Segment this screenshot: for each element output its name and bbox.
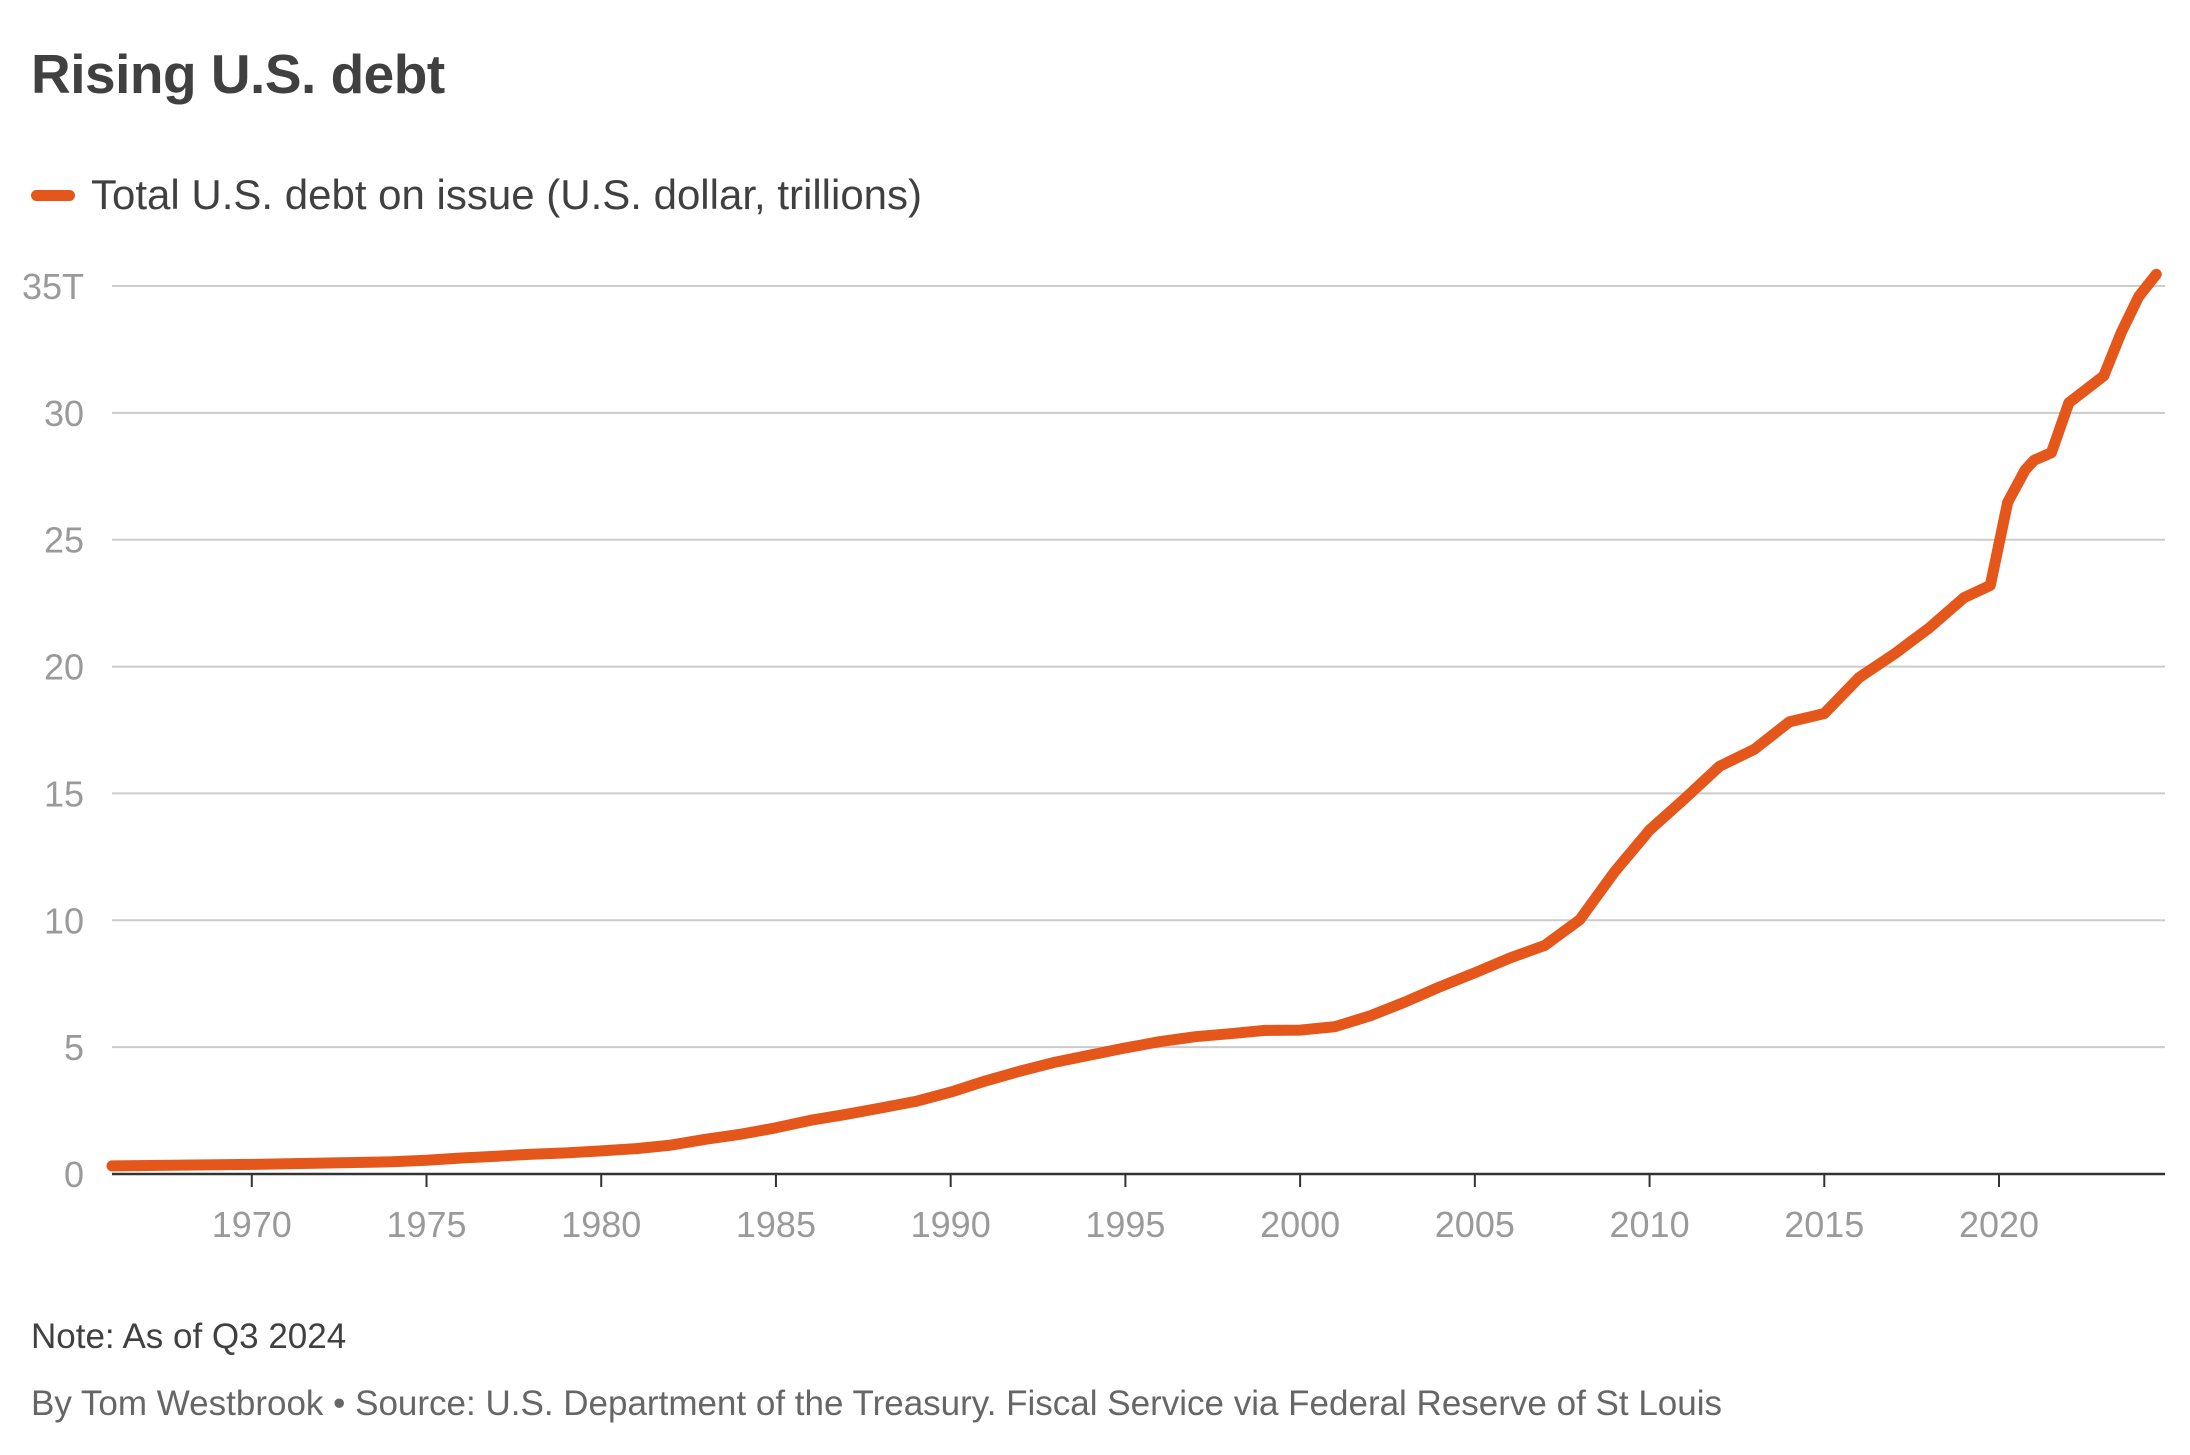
- data-point: [601, 1150, 602, 1151]
- x-tick-label: 1995: [1085, 1204, 1165, 1245]
- data-point: [461, 1158, 462, 1159]
- data-point: [1649, 829, 1650, 830]
- data-point: [2025, 469, 2026, 470]
- data-point: [1754, 749, 1755, 750]
- y-tick-label: 30: [44, 393, 84, 434]
- x-tick-label: 2015: [1784, 1204, 1864, 1245]
- x-tick-label: 2020: [1959, 1204, 2039, 1245]
- note: Note: As of Q3 2024: [31, 1317, 347, 1356]
- data-point: [1090, 1055, 1091, 1056]
- data-point: [1265, 1030, 1266, 1031]
- data-point: [1719, 766, 1720, 767]
- data-point: [2121, 332, 2122, 333]
- y-tick-label: 0: [64, 1154, 84, 1195]
- data-point: [1990, 585, 1991, 586]
- data-point: [1474, 972, 1475, 973]
- data-point: [775, 1127, 776, 1128]
- x-tick-label: 1985: [736, 1204, 816, 1245]
- legend: Total U.S. debt on issue (U.S. dollar, t…: [31, 170, 922, 220]
- data-point: [1300, 1030, 1301, 1031]
- data-point: [321, 1163, 322, 1164]
- y-tick-label: 5: [64, 1027, 84, 1068]
- data-point: [671, 1145, 672, 1146]
- data-point: [915, 1101, 916, 1102]
- data-point: [845, 1114, 846, 1115]
- data-point: [2051, 452, 2052, 453]
- data-point: [2086, 389, 2087, 390]
- data-point: [1055, 1062, 1056, 1063]
- data-point: [531, 1154, 532, 1155]
- x-tick-label: 2010: [1610, 1204, 1690, 1245]
- data-point: [1614, 871, 1615, 872]
- data-point: [181, 1165, 182, 1166]
- data-point: [810, 1120, 811, 1121]
- x-tick-label: 1970: [212, 1204, 292, 1245]
- data-point: [1020, 1070, 1021, 1071]
- data-point: [251, 1164, 252, 1165]
- data-point: [2007, 502, 2008, 503]
- x-tick-label: 1975: [386, 1204, 466, 1245]
- data-point: [112, 1165, 113, 1166]
- y-tick-label: 20: [44, 647, 84, 688]
- data-point: [1544, 945, 1545, 946]
- data-point: [1370, 1015, 1371, 1016]
- data-point: [1824, 713, 1825, 714]
- data-point: [496, 1156, 497, 1157]
- y-tick-label: 10: [44, 900, 84, 941]
- data-point: [1404, 1001, 1405, 1002]
- data-point: [741, 1134, 742, 1135]
- legend-label: Total U.S. debt on issue (U.S. dollar, t…: [91, 171, 923, 218]
- data-point: [706, 1139, 707, 1140]
- data-point: [1195, 1036, 1196, 1037]
- data-point: [426, 1160, 427, 1161]
- data-point: [636, 1148, 637, 1149]
- data-point: [1964, 597, 1965, 598]
- data-point: [950, 1092, 951, 1093]
- data-point: [1929, 628, 1930, 629]
- data-point: [1894, 654, 1895, 655]
- y-tick-label: 35T: [22, 266, 84, 307]
- data-point: [1789, 721, 1790, 722]
- x-tick-label: 1980: [561, 1204, 641, 1245]
- x-tick-label: 2000: [1260, 1204, 1340, 1245]
- data-point: [2033, 460, 2034, 461]
- series-line-debt: [106, 268, 2162, 1172]
- data-point: [391, 1161, 392, 1162]
- data-point: [1230, 1033, 1231, 1034]
- data-point: [2138, 296, 2139, 297]
- data-point: [1509, 958, 1510, 959]
- data-point: [1684, 798, 1685, 799]
- byline-source: By Tom Westbrook • Source: U.S. Departme…: [31, 1384, 1722, 1423]
- chart-title: Rising U.S. debt: [31, 43, 445, 105]
- data-point: [2103, 375, 2104, 376]
- data-point: [2156, 274, 2157, 275]
- data-point: [985, 1080, 986, 1081]
- data-point: [880, 1108, 881, 1109]
- data-point: [1439, 986, 1440, 987]
- data-point: [1335, 1026, 1336, 1027]
- data-point: [1125, 1047, 1126, 1048]
- data-point: [1579, 919, 1580, 920]
- data-point: [1160, 1041, 1161, 1042]
- data-point: [2068, 402, 2069, 403]
- y-tick-label: 15: [44, 773, 84, 814]
- line-chart: 0 5 10 15 20 25 30 35T 1970 1975 1980 1985 1990 1995 2…: [22, 266, 2165, 1245]
- data-point: [566, 1152, 567, 1153]
- data-point: [1859, 677, 1860, 678]
- x-tick-label: 1990: [911, 1204, 991, 1245]
- legend-swatch: [31, 189, 75, 201]
- x-tick-label: 2005: [1435, 1204, 1515, 1245]
- y-tick-label: 25: [44, 520, 84, 561]
